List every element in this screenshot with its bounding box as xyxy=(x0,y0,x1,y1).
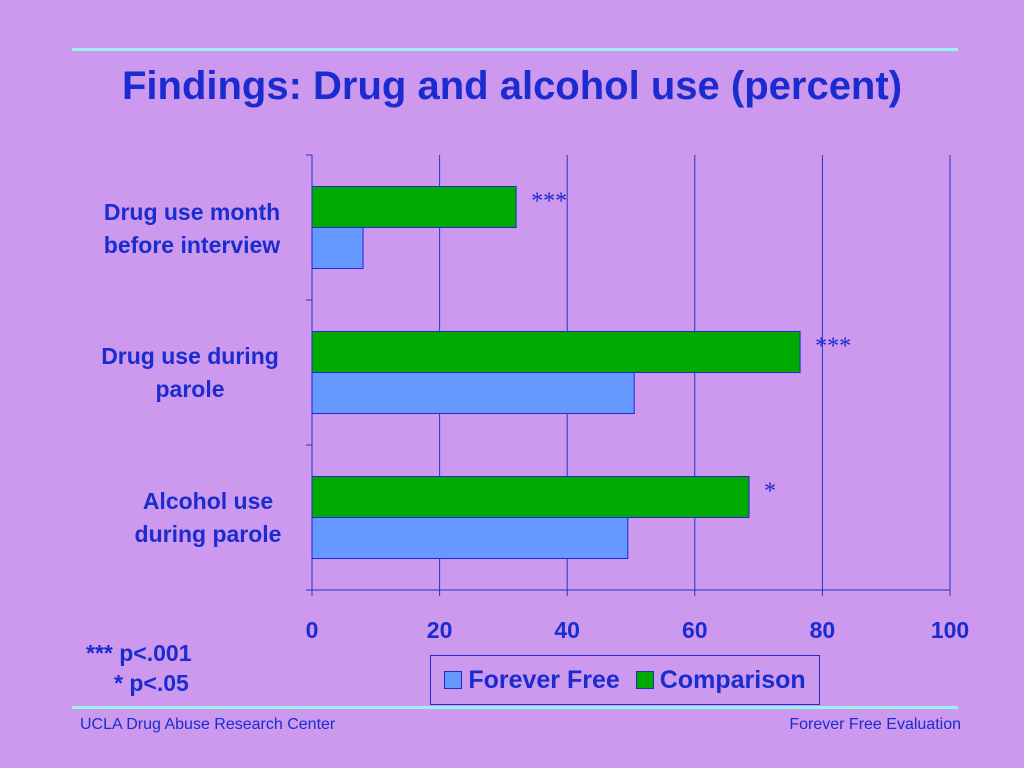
significance-marker-2: *** xyxy=(815,334,851,360)
bar-forever-free-3 xyxy=(311,517,629,559)
x-tick-label-40: 40 xyxy=(554,617,580,643)
category-label-3: Alcohol use during parole xyxy=(134,488,282,547)
legend-swatch-comparison xyxy=(635,671,654,689)
footer-left: UCLA Drug Abuse Research Center xyxy=(80,716,336,733)
chart-legend: Forever Free Comparison xyxy=(430,655,820,705)
x-tick-label-60: 60 xyxy=(682,617,708,643)
x-tick-label-80: 80 xyxy=(810,617,836,643)
bar-comparison-2 xyxy=(311,331,801,373)
x-tick-label-20: 20 xyxy=(427,617,453,643)
category-label-1: Drug use month before interview xyxy=(103,199,281,258)
bar-forever-free-2 xyxy=(311,372,635,414)
x-tick-label-100: 100 xyxy=(931,617,969,643)
x-tick-label-0: 0 xyxy=(306,617,319,643)
page-title: Findings: Drug and alcohol use (percent) xyxy=(121,64,903,108)
note-p001: *** p<.001 xyxy=(86,640,192,666)
bar-comparison-1 xyxy=(311,186,517,228)
significance-notes: *** p<.001 * p<.05 xyxy=(86,638,192,698)
legend-swatch-forever-free xyxy=(444,671,463,689)
category-label-2: Drug use during parole xyxy=(101,343,279,402)
legend-label-comparison: Comparison xyxy=(659,665,806,694)
bar-comparison-3 xyxy=(311,476,750,518)
significance-marker-1: *** xyxy=(531,189,567,215)
significance-marker-3: * xyxy=(764,479,776,505)
legend-item-comparison: Comparison xyxy=(635,665,806,695)
legend-label-forever-free: Forever Free xyxy=(468,665,620,694)
top-rule xyxy=(72,48,958,51)
footer-right: Forever Free Evaluation xyxy=(789,716,961,733)
bar-forever-free-1 xyxy=(311,227,364,269)
legend-item-forever-free: Forever Free xyxy=(444,665,620,695)
note-p05: * p<.05 xyxy=(114,670,189,696)
bottom-rule xyxy=(72,706,958,709)
